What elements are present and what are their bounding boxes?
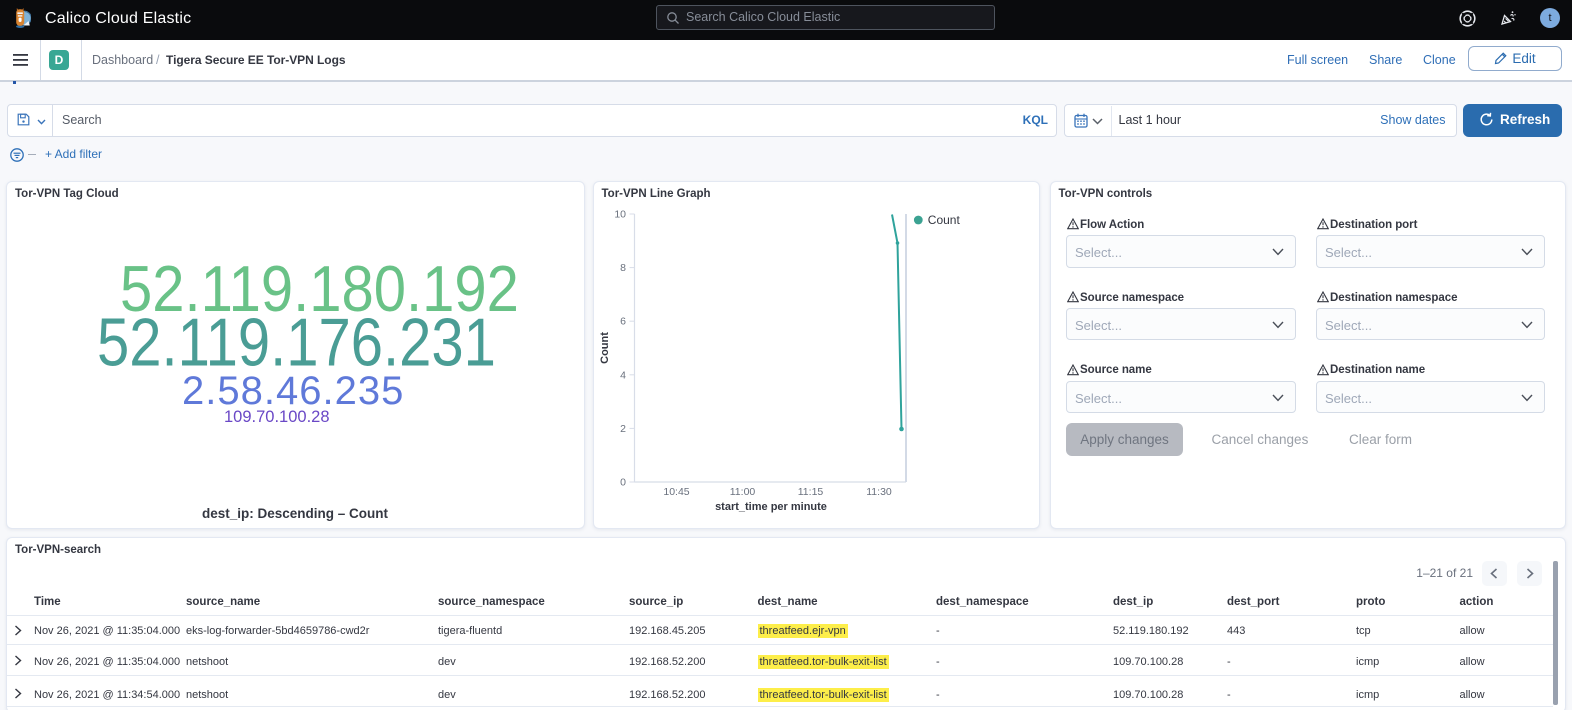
svg-text:6: 6: [620, 316, 626, 328]
svg-text:2: 2: [620, 423, 626, 435]
svg-text:8: 8: [620, 262, 626, 274]
svg-text:Count: Count: [927, 213, 960, 227]
svg-text:10:45: 10:45: [663, 486, 689, 498]
svg-text:start_time per minute: start_time per minute: [715, 501, 827, 513]
svg-text:Count: Count: [599, 332, 611, 364]
svg-text:11:00: 11:00: [729, 486, 755, 498]
svg-text:4: 4: [620, 369, 626, 381]
svg-text:11:30: 11:30: [866, 486, 892, 498]
svg-text:0: 0: [620, 477, 626, 489]
svg-text:10: 10: [614, 209, 626, 221]
svg-text:11:15: 11:15: [797, 486, 823, 498]
